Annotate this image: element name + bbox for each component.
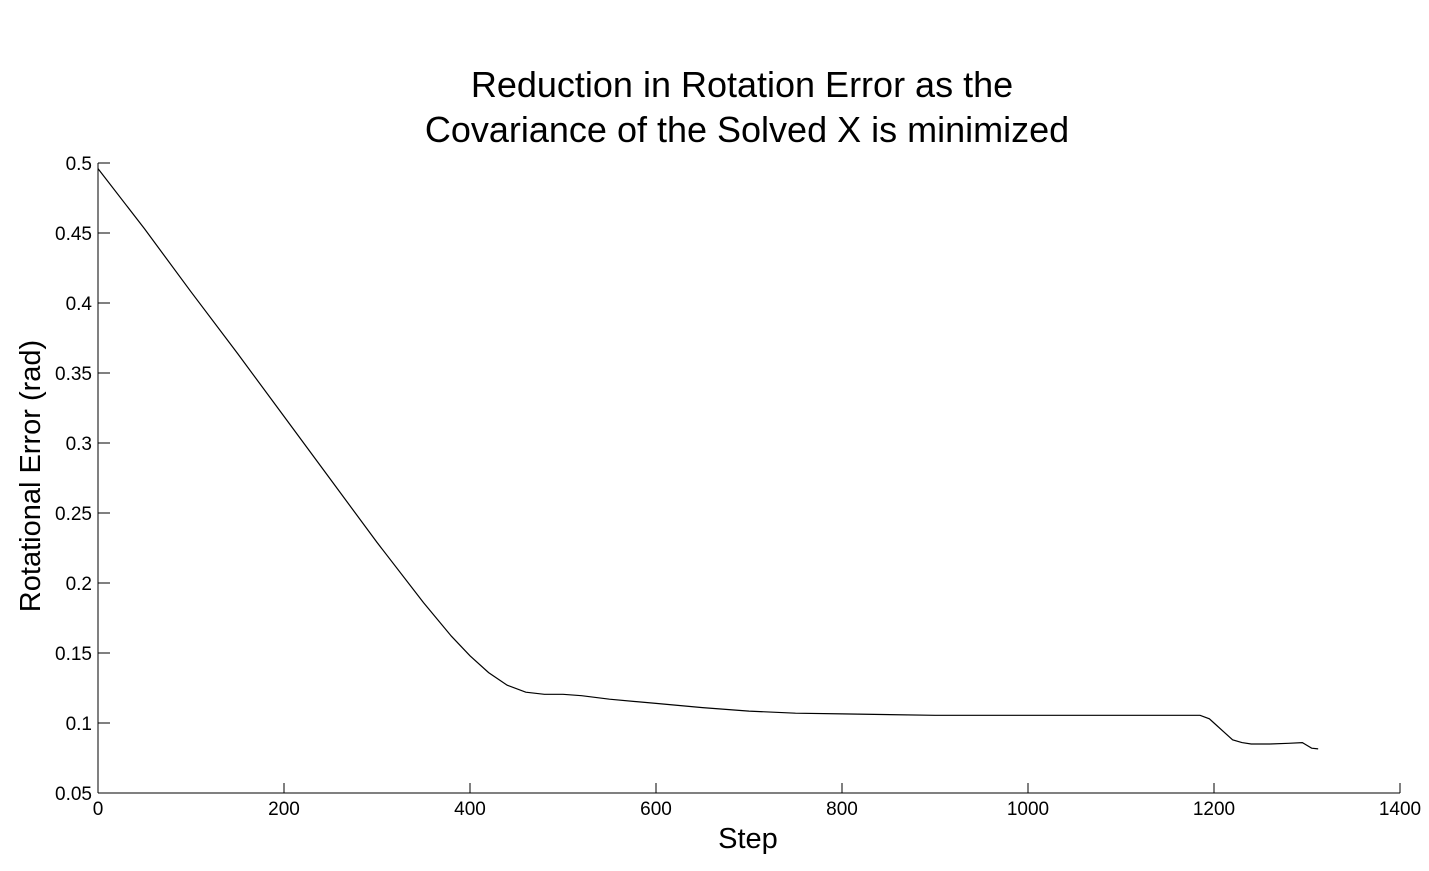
x-tick-label: 400: [454, 799, 486, 820]
x-tick-label: 200: [268, 799, 300, 820]
y-tick-label: 0.3: [66, 434, 92, 455]
x-tick-label: 0: [93, 799, 104, 820]
y-tick-label: 0.4: [66, 294, 93, 315]
chart-title-line-2: Covariance of the Solved X is minimized: [425, 109, 1069, 150]
plot-area: [97, 163, 1400, 794]
y-axis-label: Rotational Error (rad): [15, 340, 47, 612]
chart-title-line-1: Reduction in Rotation Error as the: [471, 64, 1013, 105]
x-tick-label: 1200: [1193, 799, 1235, 820]
y-tick-label: 0.05: [55, 784, 92, 805]
x-tick-label: 600: [640, 799, 672, 820]
x-axis-label: Step: [718, 823, 778, 855]
x-tick-label: 1000: [1007, 799, 1049, 820]
y-axis-ticks: 0.05 0.1 0.15 0.2 0.25 0.3 0.35 0.4 0.45 0.5: [55, 154, 110, 805]
y-tick-label: 0.5: [66, 154, 92, 175]
y-tick-label: 0.45: [55, 224, 92, 245]
x-tick-label: 1400: [1379, 799, 1421, 820]
y-tick-label: 0.15: [55, 644, 92, 665]
y-tick-label: 0.1: [66, 714, 92, 735]
x-axis-ticks: 0 200 400 600 800 1000 1200 1400: [93, 783, 1421, 820]
x-tick-label: 800: [826, 799, 858, 820]
error-series-line: [97, 168, 1319, 750]
y-tick-label: 0.35: [55, 364, 92, 385]
y-tick-label: 0.25: [55, 504, 92, 525]
y-tick-label: 0.2: [66, 574, 92, 595]
